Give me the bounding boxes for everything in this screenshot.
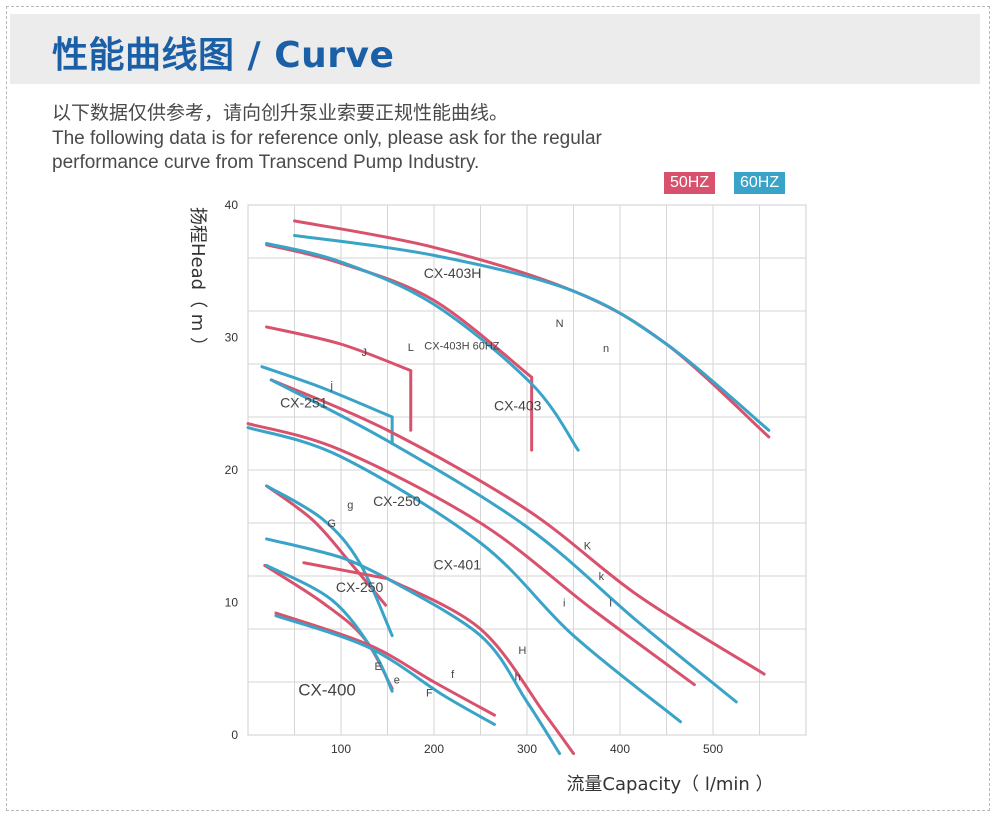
x-tick-label: 300	[517, 742, 537, 756]
curve-letter-label: I	[609, 597, 612, 609]
curve-cx-250-upper-50hz	[302, 561, 389, 581]
chart-axes: 100 200 300 400 500 0 10 20 30 40 流量Capacity（ l/mi…	[187, 198, 774, 795]
header-band	[10, 14, 980, 84]
chart-labels: Nn L CX-403H 60HZ Jj Kk Ii Gg Hh Ee Ff CX-403H CX-4…	[280, 265, 612, 700]
curve-letter-label: H	[518, 645, 526, 657]
curve-letter-label: k	[599, 571, 605, 583]
curve-g	[265, 484, 394, 638]
x-tick-label: 200	[424, 742, 444, 756]
legend-50hz: 50HZ	[664, 172, 716, 194]
x-tick-label: 400	[610, 742, 630, 756]
curve-letter-label: g	[347, 499, 353, 511]
curve-f	[274, 614, 496, 726]
disclaimer-english-line-1: The following data is for reference only…	[52, 128, 602, 149]
curve-letter-label: CX-403H 60HZ	[424, 340, 499, 352]
y-tick-label: 10	[225, 596, 239, 610]
curve-letter-label: G	[327, 518, 336, 530]
curve-j	[260, 365, 394, 419]
curve-h	[386, 577, 575, 756]
curve-cx-250-upper-60hz	[265, 537, 389, 581]
curve-letter-label: J	[362, 347, 368, 359]
curve-cx-403h-60hz	[265, 241, 580, 452]
model-label: CX-251	[280, 395, 328, 411]
x-tick-label: 100	[331, 742, 351, 756]
disclaimer-chinese: 以下数据仅供参考，请向创升泵业索要正规性能曲线。	[52, 102, 509, 124]
curve-h	[386, 577, 562, 756]
curve-letter-label: N	[556, 318, 564, 330]
model-label: CX-400	[298, 680, 356, 699]
curve-f	[274, 611, 496, 717]
curve-letter-label: h	[515, 672, 521, 684]
curve-letter-label: j	[329, 380, 332, 392]
disclaimer-english-line-2: performance curve from Transcend Pump In…	[52, 152, 480, 173]
model-label: CX-403	[494, 397, 542, 413]
model-label: CX-250	[336, 579, 384, 595]
curve-letter-label: K	[584, 541, 592, 553]
curve-i	[246, 426, 682, 724]
curve-l	[265, 243, 534, 379]
curve-letter-label: i	[563, 597, 565, 609]
y-tick-label: 40	[225, 198, 239, 212]
chart-curves	[246, 219, 771, 756]
y-axis-title: 扬程Head（ m ）	[187, 207, 208, 355]
curve-e	[265, 563, 394, 693]
curve-letter-label: L	[408, 342, 414, 354]
model-label: CX-250	[373, 493, 421, 509]
x-axis-title: 流量Capacity（ l/min ）	[566, 774, 773, 795]
curve-n	[293, 233, 771, 432]
model-label: CX-401	[434, 556, 482, 572]
curve-letter-label: F	[426, 688, 433, 700]
curve-j	[265, 325, 413, 373]
y-tick-label: 20	[225, 463, 239, 477]
x-tick-label: 500	[703, 742, 723, 756]
y-tick-label: 0	[231, 728, 238, 742]
legend-60hz: 60HZ	[734, 172, 786, 194]
curve-letter-label: n	[603, 343, 609, 355]
curve-i	[246, 422, 696, 687]
curve-k	[269, 378, 766, 676]
chart-grid	[247, 204, 807, 736]
curve-letter-label: e	[394, 674, 400, 686]
page-title: 性能曲线图 / Curve	[52, 35, 395, 76]
y-tick-label: 30	[225, 331, 239, 345]
model-label: CX-403H	[424, 265, 482, 281]
curve-letter-label: E	[375, 661, 382, 673]
curve-letter-label: f	[451, 669, 455, 681]
curve-k	[269, 378, 738, 704]
